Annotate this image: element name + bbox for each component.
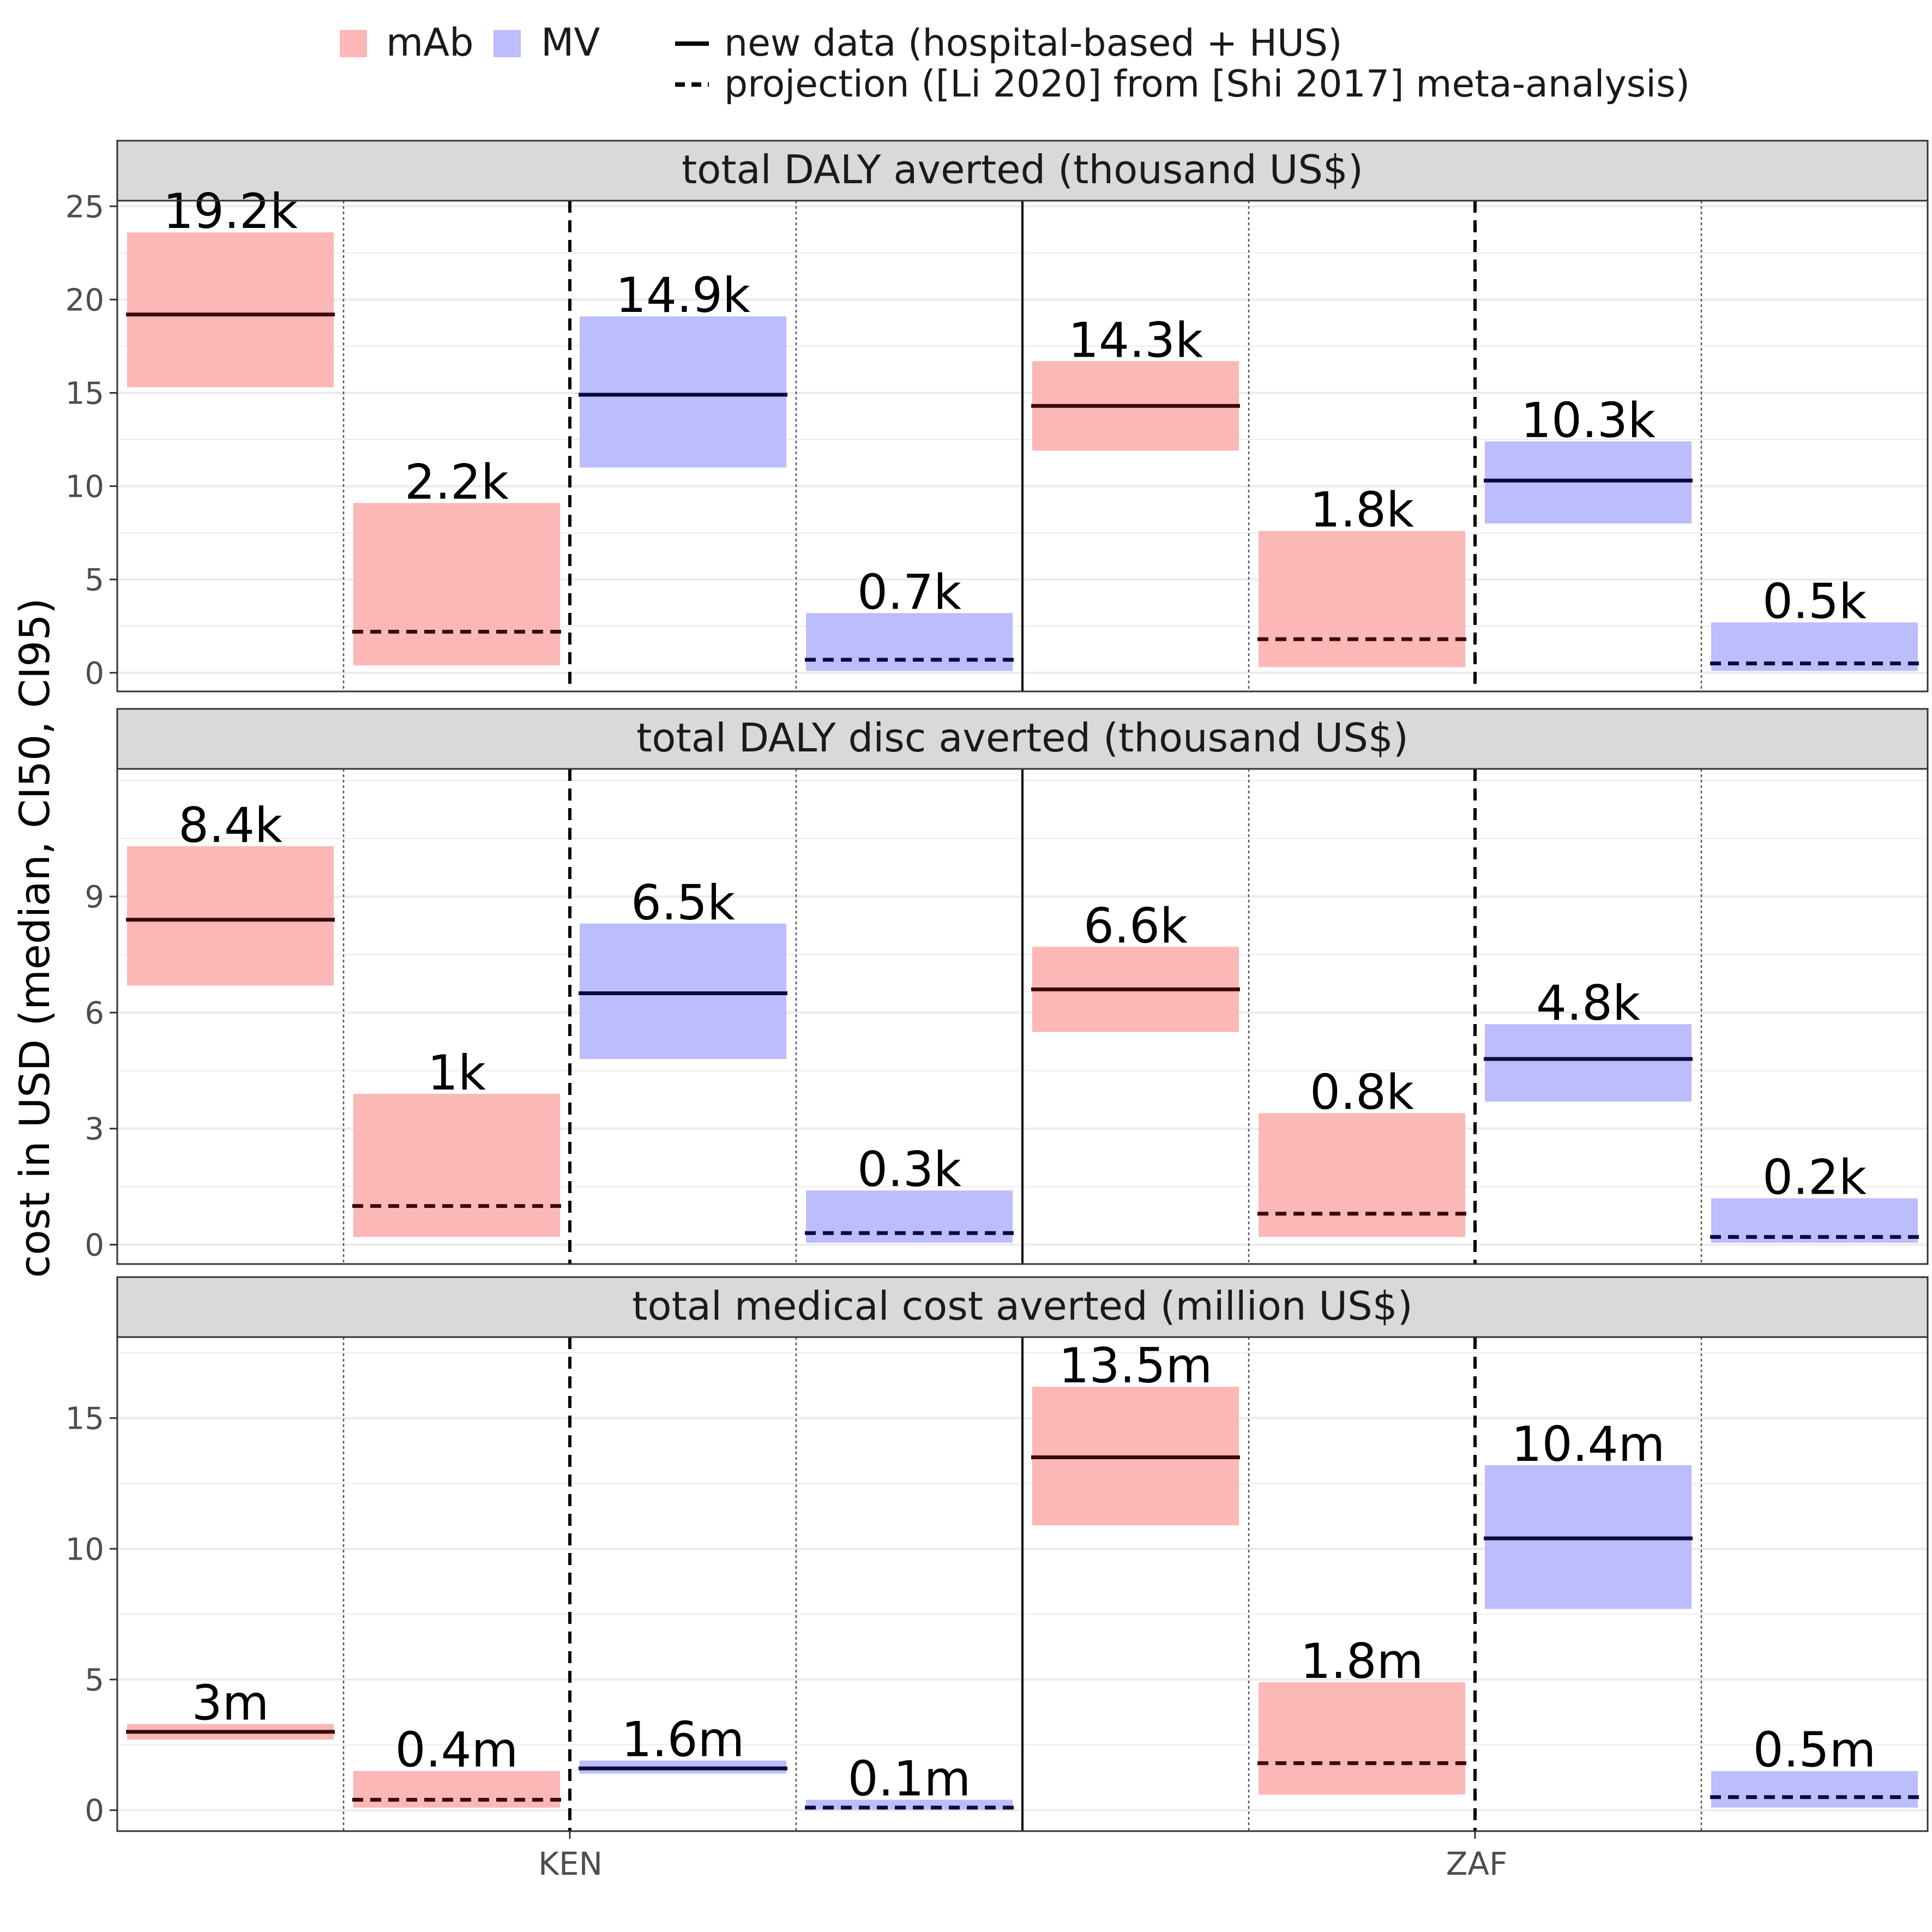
data-label: 0.8k: [1310, 1064, 1414, 1120]
ci-bar-zaf-mv-dashed: [1711, 1771, 1918, 1808]
panel-border: [116, 768, 1929, 1265]
data-label: 0.1m: [848, 1750, 971, 1807]
panel-strip: [116, 708, 1929, 770]
panel-border: [116, 1336, 1929, 1832]
y-tick-label: 6: [85, 996, 104, 1031]
data-label: 3m: [192, 1675, 269, 1731]
panel-strip: [116, 140, 1929, 202]
legend-label-dashed: projection ([Li 2020] from [Shi 2017] me…: [724, 63, 1690, 106]
ci-bar-zaf-mv-dashed: [1711, 1198, 1918, 1243]
y-tick-label: 3: [85, 1112, 104, 1147]
ci-bar-ken-mv-solid: [580, 923, 786, 1060]
ci-bar-ken-mab-solid: [127, 232, 334, 388]
ci-bar-zaf-mab-dashed: [1259, 1113, 1465, 1237]
panel-2: total DALY disc averted (thousand US$) 0 3…: [85, 708, 1929, 1265]
y-tick-label: 5: [85, 563, 104, 598]
y-tick-label: 9: [85, 880, 104, 915]
ci-bar-zaf-mab-dashed: [1259, 531, 1465, 667]
y-tick-label: 10: [65, 470, 104, 505]
data-label: 14.3k: [1068, 312, 1203, 368]
data-label: 8.4k: [178, 797, 282, 853]
panel-1: total DALY averted (thousand US$) 0 5 10 15 2…: [65, 140, 1929, 693]
y-tick-label: 0: [85, 656, 104, 691]
ci-bar-zaf-mab-dashed: [1259, 1682, 1465, 1795]
ci-bar-ken-mv-dashed: [806, 613, 1013, 671]
y-tick-label: 5: [85, 1663, 104, 1698]
data-label: 0.2k: [1762, 1149, 1867, 1205]
data-label: 0.5k: [1762, 573, 1867, 629]
data-label: 4.8k: [1536, 975, 1640, 1031]
data-label: 6.5k: [631, 875, 735, 931]
data-label: 0.4m: [395, 1722, 519, 1778]
ci-bar-zaf-mv-dashed: [1711, 622, 1918, 671]
legend-label-mv: MV: [541, 20, 600, 65]
y-axis-title: cost in USD (median, CI50, CI95): [10, 598, 59, 1278]
panel-3: total medical cost averted (million US$)…: [65, 1276, 1929, 1832]
panel-title: total DALY disc averted (thousand US$): [636, 715, 1409, 761]
legend-swatch-mab: [340, 30, 367, 57]
y-tick-label: 10: [65, 1532, 104, 1567]
legend-swatch-mv: [493, 30, 521, 57]
y-tick-label: 15: [65, 376, 104, 411]
ci-bar-zaf-mv-solid: [1485, 1024, 1692, 1102]
panel-title: total medical cost averted (million US$): [632, 1283, 1412, 1329]
data-label: 1.6m: [622, 1712, 745, 1768]
data-label: 14.9k: [616, 267, 750, 323]
data-label: 1.8k: [1310, 482, 1414, 538]
y-tick-label: 0: [85, 1228, 104, 1263]
y-tick-label: 0: [85, 1793, 104, 1829]
ci-bar-ken-mab-dashed: [353, 1771, 560, 1808]
data-label: 0.5m: [1753, 1722, 1876, 1778]
panel-title: total DALY averted (thousand US$): [682, 147, 1363, 192]
data-label: 1.8m: [1301, 1633, 1424, 1689]
data-label: 10.3k: [1521, 392, 1656, 448]
x-tick-label-ken: KEN: [538, 1845, 603, 1882]
ci-bar-ken-mab-dashed: [353, 503, 560, 666]
y-tick-label: 25: [65, 189, 104, 225]
data-label: 10.4m: [1512, 1416, 1665, 1472]
y-tick-label: 15: [65, 1401, 104, 1437]
panel-border: [116, 200, 1929, 693]
ci-bar-ken-mab-dashed: [353, 1093, 560, 1237]
data-label: 13.5m: [1059, 1338, 1213, 1394]
legend-label-solid: new data (hospital-based + HUS): [724, 22, 1343, 65]
ci-bar-ken-mv-dashed: [806, 1190, 1013, 1243]
data-label: 0.3k: [857, 1141, 961, 1197]
ci-bar-ken-mv-dashed: [806, 1799, 1013, 1810]
legend: mAb MV new data (hospital-based + HUS) p…: [340, 20, 1690, 106]
panel-strip: [116, 1276, 1929, 1338]
data-label: 0.7k: [857, 564, 961, 620]
ci-bar-ken-mv-solid: [580, 316, 786, 468]
y-tick-label: 20: [65, 282, 104, 318]
legend-label-mab: mAb: [386, 20, 474, 65]
data-label: 6.6k: [1084, 898, 1188, 954]
data-label: 2.2k: [405, 454, 509, 510]
data-label: 19.2k: [163, 183, 298, 239]
ci-bar-ken-mab-solid: [127, 846, 334, 986]
panels: total DALY averted (thousand US$) 0 5 10 15 2…: [65, 140, 1929, 1839]
data-label: 1k: [428, 1045, 486, 1101]
x-tick-label-zaf: ZAF: [1446, 1845, 1508, 1882]
